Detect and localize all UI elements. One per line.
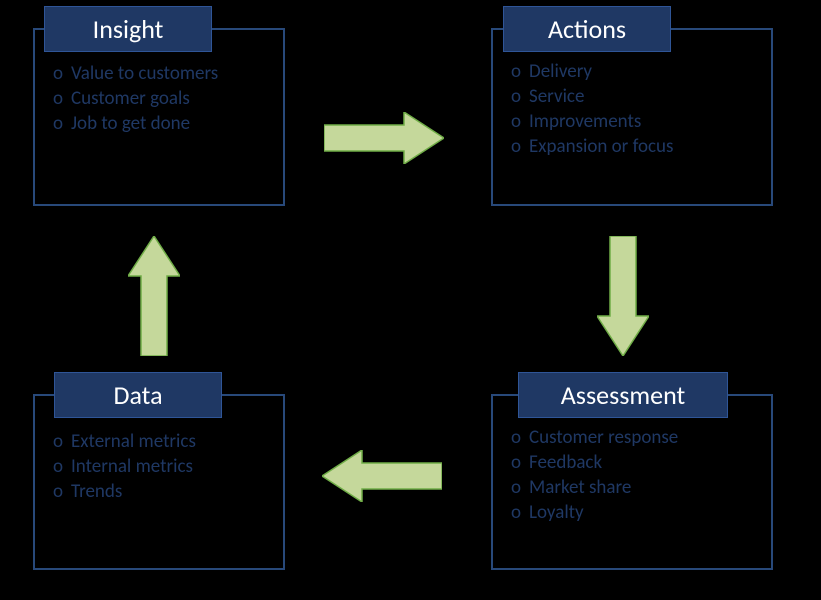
title-insight-text: Insight: [93, 13, 164, 45]
title-data-text: Data: [113, 379, 162, 411]
arrow-up: [128, 236, 180, 356]
title-actions: Actions: [503, 6, 671, 52]
items-actions: Delivery Service Improvements Expansion …: [491, 60, 773, 158]
content-assessment: Customer response Feedback Market share …: [491, 424, 773, 526]
list-item: Value to customers: [53, 62, 285, 85]
item-text: Delivery: [529, 60, 592, 83]
item-text: Market share: [529, 476, 631, 499]
title-actions-text: Actions: [548, 13, 626, 45]
list-item: Market share: [511, 476, 773, 499]
items-assessment: Customer response Feedback Market share …: [491, 426, 773, 524]
item-text: Service: [529, 85, 584, 108]
title-insight: Insight: [44, 6, 212, 52]
items-data: External metrics Internal metrics Trends: [33, 430, 285, 503]
list-item: Improvements: [511, 110, 773, 133]
item-text: Value to customers: [71, 62, 218, 85]
list-item: Customer response: [511, 426, 773, 449]
content-actions: Delivery Service Improvements Expansion …: [491, 58, 773, 160]
item-text: Trends: [71, 480, 122, 503]
title-assessment: Assessment: [518, 372, 728, 418]
content-data: External metrics Internal metrics Trends: [33, 428, 285, 505]
item-text: Feedback: [529, 451, 602, 474]
list-item: Expansion or focus: [511, 135, 773, 158]
list-item: Service: [511, 85, 773, 108]
items-insight: Value to customers Customer goals Job to…: [33, 62, 285, 135]
list-item: External metrics: [53, 430, 285, 453]
list-item: Delivery: [511, 60, 773, 83]
arrow-down: [597, 236, 649, 356]
list-item: Trends: [53, 480, 285, 503]
item-text: Internal metrics: [71, 455, 193, 478]
arrow-right: [324, 112, 444, 164]
item-text: Improvements: [529, 110, 641, 133]
item-text: External metrics: [71, 430, 196, 453]
list-item: Internal metrics: [53, 455, 285, 478]
list-item: Job to get done: [53, 112, 285, 135]
title-assessment-text: Assessment: [561, 379, 686, 411]
list-item: Loyalty: [511, 501, 773, 524]
list-item: Feedback: [511, 451, 773, 474]
list-item: Customer goals: [53, 87, 285, 110]
content-insight: Value to customers Customer goals Job to…: [33, 60, 285, 137]
item-text: Job to get done: [71, 112, 190, 135]
item-text: Loyalty: [529, 501, 584, 524]
title-data: Data: [54, 372, 222, 418]
item-text: Customer response: [529, 426, 678, 449]
arrow-left: [322, 450, 442, 502]
item-text: Expansion or focus: [529, 135, 673, 158]
item-text: Customer goals: [71, 87, 190, 110]
